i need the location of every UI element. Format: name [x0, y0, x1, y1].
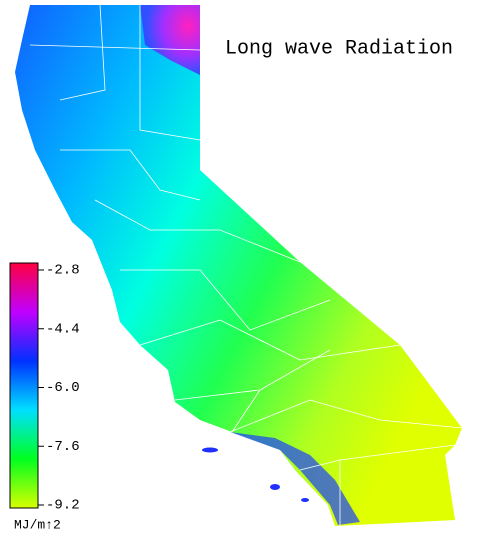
coastal-band	[230, 432, 360, 525]
colorbar-unit: MJ/m↑2	[14, 517, 61, 532]
colorbar-tick-label: -2.8	[46, 263, 80, 279]
high-region	[140, 5, 200, 75]
colorbar-tick-label: -9.2	[46, 498, 80, 514]
colorbar-scale	[9, 262, 39, 509]
colorbar-tick-label: -4.4	[46, 321, 80, 337]
island	[202, 447, 218, 453]
colorbar: -2.8 -4.4 -6.0 -7.6 -9.2	[9, 262, 80, 514]
county-lines	[29, 4, 463, 526]
map-title: Long wave Radiation	[225, 37, 453, 60]
colorbar-tick-label: -7.6	[46, 439, 80, 455]
california-map	[15, 4, 463, 526]
colorbar-tick-label: -6.0	[46, 380, 80, 396]
island	[270, 484, 280, 490]
state-shape	[15, 5, 462, 526]
island	[301, 498, 309, 502]
